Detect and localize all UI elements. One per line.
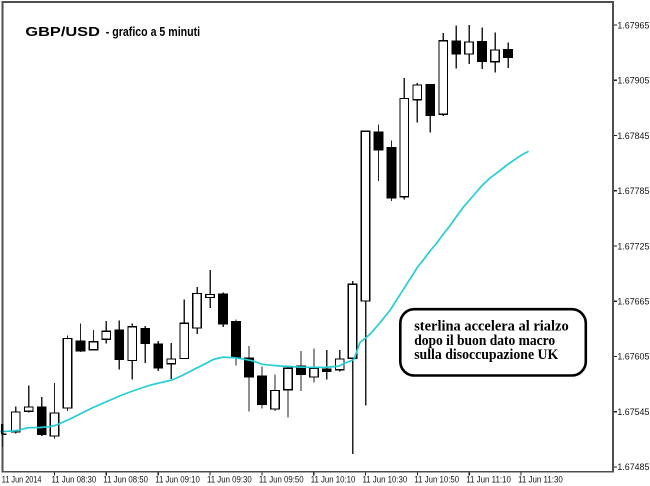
- svg-text:11 Jun 11:10: 11 Jun 11:10: [466, 474, 511, 485]
- svg-text:- grafico a 5 minuti: - grafico a 5 minuti: [106, 24, 200, 39]
- svg-text:1.67605: 1.67605: [617, 352, 649, 363]
- svg-text:1.67785: 1.67785: [617, 186, 649, 197]
- svg-text:1.67665: 1.67665: [617, 297, 649, 308]
- svg-text:1.67845: 1.67845: [617, 131, 649, 142]
- svg-text:1.67905: 1.67905: [617, 76, 649, 87]
- svg-text:11 Jun 09:30: 11 Jun 09:30: [207, 474, 252, 485]
- svg-text:11 Jun 11:30: 11 Jun 11:30: [518, 474, 563, 485]
- svg-text:11 Jun 09:50: 11 Jun 09:50: [259, 474, 304, 485]
- svg-text:11 Jun 08:50: 11 Jun 08:50: [103, 474, 148, 485]
- svg-text:1.67965: 1.67965: [617, 20, 649, 31]
- svg-text:dopo il buon dato macro: dopo il buon dato macro: [414, 333, 555, 349]
- svg-text:11 Jun 10:10: 11 Jun 10:10: [311, 474, 356, 485]
- svg-text:1.67545: 1.67545: [617, 407, 649, 418]
- svg-text:11 Jun 10:50: 11 Jun 10:50: [414, 474, 459, 485]
- svg-text:1.67725: 1.67725: [617, 241, 649, 252]
- svg-text:1.67485: 1.67485: [617, 462, 649, 473]
- svg-text:sterlina accelera al rialzo: sterlina accelera al rialzo: [414, 318, 569, 334]
- svg-text:11 Jun 10:30: 11 Jun 10:30: [363, 474, 408, 485]
- svg-text:11 Jun 08:30: 11 Jun 08:30: [52, 474, 97, 485]
- svg-text:11 Jun 2014: 11 Jun 2014: [2, 474, 42, 485]
- svg-text:11 Jun 09:10: 11 Jun 09:10: [155, 474, 200, 485]
- svg-text:GBP/USD: GBP/USD: [25, 24, 100, 39]
- svg-text:sulla disoccupazione UK: sulla disoccupazione UK: [414, 347, 558, 363]
